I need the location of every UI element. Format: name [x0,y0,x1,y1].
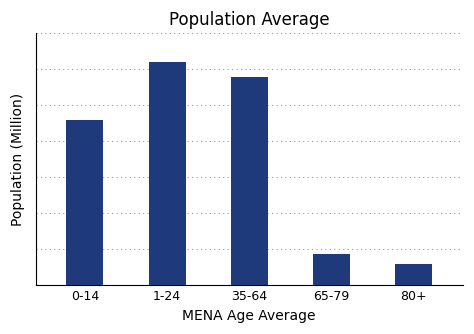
Bar [395,264,432,286]
Title: Population Average: Population Average [169,11,329,29]
Y-axis label: Population (Million): Population (Million) [11,93,25,226]
Bar [148,62,185,286]
Bar [313,254,350,286]
X-axis label: MENA Age Average: MENA Age Average [182,309,316,323]
Bar [66,120,103,286]
Bar [231,76,268,286]
